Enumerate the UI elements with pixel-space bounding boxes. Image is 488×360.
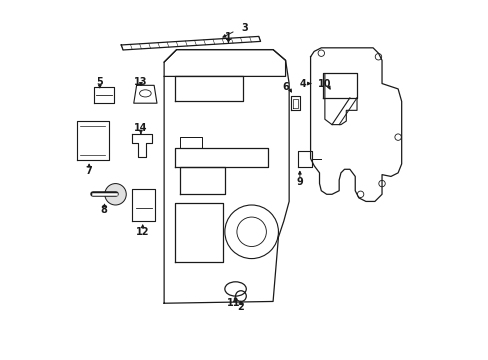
Text: 12: 12 bbox=[136, 227, 149, 237]
Text: 13: 13 bbox=[134, 77, 147, 87]
Text: 1: 1 bbox=[224, 32, 231, 42]
Text: 9: 9 bbox=[296, 177, 303, 187]
Text: 11: 11 bbox=[226, 298, 240, 308]
Text: 4: 4 bbox=[300, 78, 306, 89]
Text: 3: 3 bbox=[241, 23, 247, 33]
Circle shape bbox=[104, 184, 126, 205]
Text: 5: 5 bbox=[96, 77, 103, 87]
Text: 14: 14 bbox=[134, 123, 147, 133]
Text: 10: 10 bbox=[318, 78, 331, 89]
Text: 2: 2 bbox=[237, 302, 244, 312]
Text: 6: 6 bbox=[282, 82, 288, 92]
Text: 7: 7 bbox=[85, 166, 92, 176]
Text: 8: 8 bbox=[100, 205, 106, 215]
